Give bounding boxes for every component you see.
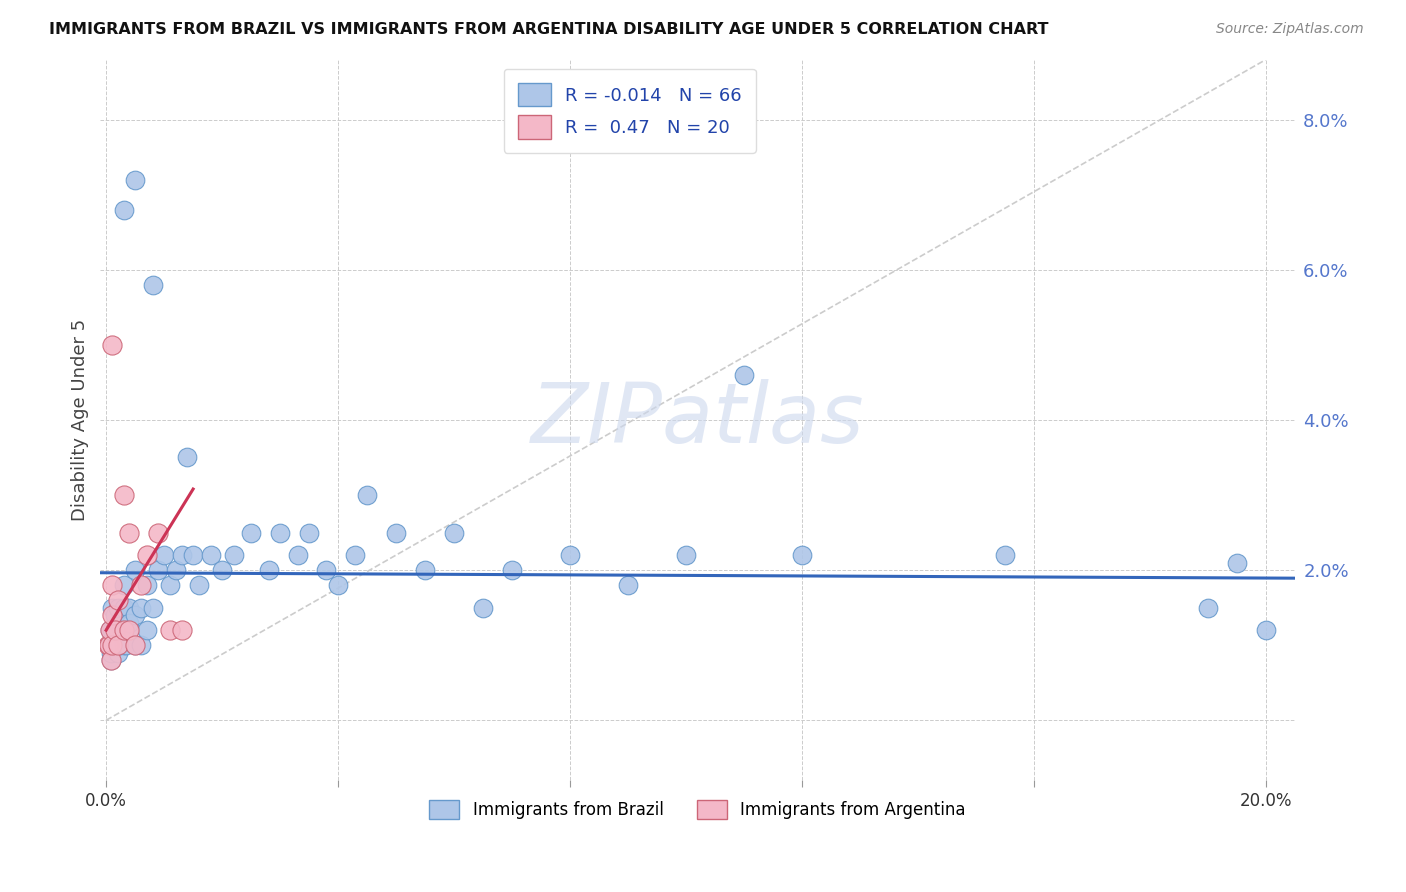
Point bbox=[118, 623, 141, 637]
Point bbox=[104, 608, 127, 623]
Point bbox=[98, 638, 121, 652]
Point bbox=[124, 608, 146, 623]
Point bbox=[994, 548, 1017, 562]
Point bbox=[1254, 623, 1277, 637]
Point bbox=[165, 563, 187, 577]
Point bbox=[344, 548, 367, 562]
Point bbox=[112, 578, 135, 592]
Point bbox=[1226, 556, 1249, 570]
Y-axis label: Disability Age Under 5: Disability Age Under 5 bbox=[72, 318, 89, 521]
Point bbox=[101, 338, 124, 352]
Point bbox=[124, 638, 146, 652]
Point bbox=[148, 563, 170, 577]
Point bbox=[129, 600, 152, 615]
Point bbox=[356, 488, 378, 502]
Point bbox=[115, 638, 138, 652]
Point bbox=[287, 548, 309, 562]
Point bbox=[211, 563, 233, 577]
Point bbox=[159, 578, 181, 592]
Point bbox=[315, 563, 337, 577]
Text: IMMIGRANTS FROM BRAZIL VS IMMIGRANTS FROM ARGENTINA DISABILITY AGE UNDER 5 CORRE: IMMIGRANTS FROM BRAZIL VS IMMIGRANTS FRO… bbox=[49, 22, 1049, 37]
Point bbox=[222, 548, 245, 562]
Point bbox=[135, 623, 157, 637]
Point bbox=[100, 653, 122, 667]
Point bbox=[443, 525, 465, 540]
Point bbox=[112, 623, 135, 637]
Point bbox=[141, 600, 163, 615]
Point bbox=[97, 638, 120, 652]
Point bbox=[501, 563, 523, 577]
Point bbox=[159, 623, 181, 637]
Legend: Immigrants from Brazil, Immigrants from Argentina: Immigrants from Brazil, Immigrants from … bbox=[423, 794, 973, 826]
Point bbox=[98, 638, 121, 652]
Point bbox=[733, 368, 755, 382]
Point bbox=[101, 608, 124, 623]
Point bbox=[135, 548, 157, 562]
Point bbox=[176, 450, 198, 465]
Point bbox=[129, 638, 152, 652]
Point bbox=[675, 548, 697, 562]
Text: Source: ZipAtlas.com: Source: ZipAtlas.com bbox=[1216, 22, 1364, 37]
Point bbox=[107, 638, 129, 652]
Point bbox=[112, 623, 135, 637]
Point bbox=[200, 548, 222, 562]
Point bbox=[141, 277, 163, 292]
Point bbox=[269, 525, 291, 540]
Point bbox=[1197, 600, 1219, 615]
Point bbox=[135, 578, 157, 592]
Point bbox=[181, 548, 204, 562]
Point bbox=[153, 548, 176, 562]
Point bbox=[148, 525, 170, 540]
Point bbox=[110, 623, 132, 637]
Point bbox=[617, 578, 640, 592]
Point bbox=[98, 638, 121, 652]
Point bbox=[472, 600, 495, 615]
Point bbox=[118, 600, 141, 615]
Point bbox=[101, 600, 124, 615]
Point bbox=[385, 525, 408, 540]
Point bbox=[790, 548, 813, 562]
Point bbox=[98, 623, 121, 637]
Point bbox=[129, 578, 152, 592]
Point bbox=[112, 600, 135, 615]
Point bbox=[124, 172, 146, 186]
Point bbox=[298, 525, 321, 540]
Point bbox=[187, 578, 209, 592]
Point bbox=[101, 638, 124, 652]
Point bbox=[98, 623, 121, 637]
Text: ZIPatlas: ZIPatlas bbox=[531, 379, 865, 460]
Point bbox=[101, 578, 124, 592]
Point bbox=[170, 623, 193, 637]
Point bbox=[100, 653, 122, 667]
Point bbox=[107, 600, 129, 615]
Point bbox=[104, 623, 127, 637]
Point bbox=[112, 202, 135, 217]
Point bbox=[118, 623, 141, 637]
Point bbox=[413, 563, 436, 577]
Point bbox=[108, 638, 131, 652]
Point bbox=[105, 638, 128, 652]
Point bbox=[558, 548, 581, 562]
Point bbox=[100, 646, 122, 660]
Point bbox=[170, 548, 193, 562]
Point bbox=[112, 488, 135, 502]
Point bbox=[112, 638, 135, 652]
Point bbox=[124, 563, 146, 577]
Point bbox=[101, 638, 124, 652]
Point bbox=[257, 563, 280, 577]
Point bbox=[326, 578, 349, 592]
Point bbox=[118, 615, 141, 630]
Point bbox=[107, 623, 129, 637]
Point bbox=[104, 638, 127, 652]
Point bbox=[107, 646, 129, 660]
Point bbox=[118, 525, 141, 540]
Point bbox=[101, 623, 124, 637]
Point bbox=[240, 525, 263, 540]
Point bbox=[124, 638, 146, 652]
Point bbox=[107, 593, 129, 607]
